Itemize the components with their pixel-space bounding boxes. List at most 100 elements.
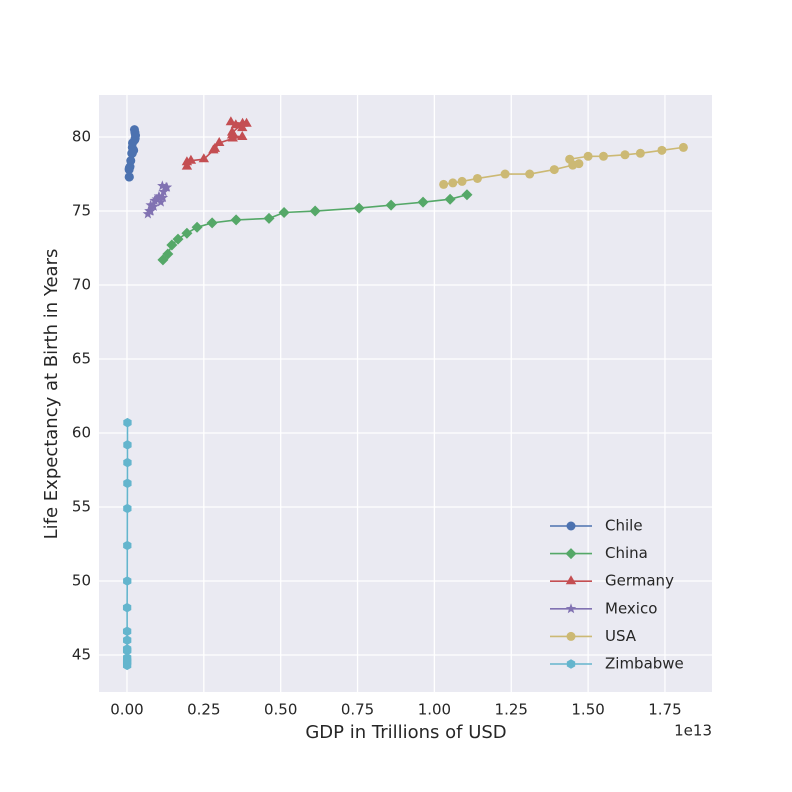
marker xyxy=(583,151,593,161)
marker xyxy=(123,417,132,428)
marker xyxy=(565,154,575,164)
marker xyxy=(678,142,688,152)
legend-label: Mexico xyxy=(605,599,657,617)
marker xyxy=(122,644,132,654)
marker xyxy=(157,180,168,191)
series-line xyxy=(162,193,468,261)
y-tick-label: 80 xyxy=(72,128,91,146)
marker xyxy=(241,117,252,127)
marker xyxy=(149,195,160,206)
marker xyxy=(598,151,608,161)
marker xyxy=(122,656,132,666)
marker xyxy=(448,178,458,188)
x-tick-label: 0.75 xyxy=(341,701,374,719)
x-axis-label: GDP in Trillions of USD xyxy=(305,722,506,743)
marker xyxy=(263,212,275,224)
marker xyxy=(439,179,449,189)
marker xyxy=(472,173,482,183)
marker xyxy=(206,217,218,229)
legend-marker xyxy=(566,631,576,641)
marker xyxy=(353,202,365,214)
y-tick-label: 70 xyxy=(72,276,91,294)
legend-marker xyxy=(565,603,577,614)
marker xyxy=(226,126,238,136)
marker xyxy=(123,576,132,586)
marker xyxy=(144,205,155,216)
legend-label: China xyxy=(605,544,648,562)
marker xyxy=(225,116,237,126)
marker xyxy=(185,154,197,164)
marker xyxy=(230,214,242,226)
y-tick-label: 45 xyxy=(72,646,91,664)
legend-label: Chile xyxy=(605,517,643,535)
marker xyxy=(162,248,174,260)
marker xyxy=(549,165,559,175)
marker xyxy=(126,156,136,166)
marker xyxy=(385,199,397,211)
marker xyxy=(444,193,456,205)
y-tick-label: 50 xyxy=(72,572,91,590)
x-offset-label: 1e13 xyxy=(674,722,712,740)
marker xyxy=(500,169,510,179)
marker xyxy=(129,145,139,155)
marker xyxy=(457,176,467,186)
legend: Chile China Germany Mexico USA Zimbabwe xyxy=(550,517,684,673)
x-tick-label: 0.50 xyxy=(264,701,297,719)
marker xyxy=(230,119,241,129)
marker xyxy=(198,153,210,163)
legend-label: USA xyxy=(605,627,637,645)
legend-marker xyxy=(565,575,577,585)
marker xyxy=(123,540,132,551)
legend-label: Germany xyxy=(605,572,674,590)
x-tick-label: 1.25 xyxy=(495,701,528,719)
x-tick-label: 0.00 xyxy=(110,701,143,719)
marker xyxy=(620,150,630,160)
marker xyxy=(122,602,132,613)
marker xyxy=(124,172,134,182)
marker xyxy=(635,148,645,158)
marker xyxy=(181,227,193,239)
x-tick-label: 1.00 xyxy=(418,701,451,719)
plot-layer xyxy=(122,116,688,671)
x-tick-label: 1.50 xyxy=(571,701,604,719)
marker xyxy=(461,189,473,201)
x-tick-label: 0.25 xyxy=(187,701,220,719)
grid xyxy=(99,95,712,692)
y-tick-label: 75 xyxy=(72,202,91,220)
marker xyxy=(157,254,169,266)
marker xyxy=(209,142,221,152)
y-axis-label: Life Expectancy at Birth in Years xyxy=(41,249,62,540)
marker xyxy=(155,196,167,207)
marker xyxy=(145,199,156,210)
marker xyxy=(122,626,132,637)
marker xyxy=(123,635,132,645)
marker xyxy=(161,181,173,192)
marker xyxy=(157,192,169,203)
legend-marker xyxy=(565,548,577,560)
marker xyxy=(129,125,139,135)
y-tick-label: 55 xyxy=(72,498,91,516)
legend-marker xyxy=(566,521,576,531)
plot-area xyxy=(99,95,712,692)
y-tick-label: 65 xyxy=(72,350,91,368)
legend-marker xyxy=(566,659,576,669)
y-tick-label: 60 xyxy=(72,424,91,442)
marker xyxy=(417,196,429,208)
marker xyxy=(525,169,535,179)
x-tick-label: 1.75 xyxy=(648,701,681,719)
legend-label: Zimbabwe xyxy=(605,655,684,673)
marker xyxy=(237,131,248,141)
marker xyxy=(574,159,584,169)
marker xyxy=(657,145,667,155)
marker xyxy=(191,221,203,233)
marker xyxy=(278,207,290,219)
marker xyxy=(172,233,184,245)
marker xyxy=(214,136,225,146)
marker xyxy=(123,457,132,468)
marker xyxy=(309,205,321,217)
marker xyxy=(123,503,132,514)
marker xyxy=(123,440,132,450)
marker xyxy=(166,239,178,251)
marker xyxy=(123,478,132,489)
